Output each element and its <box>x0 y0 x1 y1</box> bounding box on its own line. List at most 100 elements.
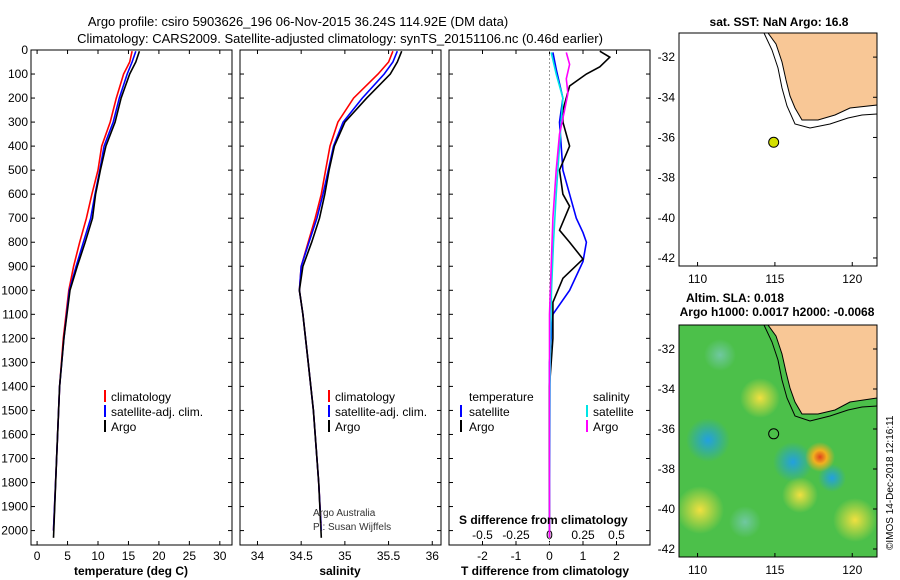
sst-lat-label: -32 <box>658 50 676 64</box>
s-tick-label: 0.5 <box>608 528 625 542</box>
salinity-chart: 34 34.5 35 35.5 36 <box>240 49 441 563</box>
sst-map-title: sat. SST: NaN Argo: 16.8 <box>710 15 849 29</box>
sla-map-axes: -32 -34 -36 -38 -40 -42 110 115 120 <box>658 342 877 577</box>
sst-lat-label: -34 <box>658 90 676 104</box>
x-tick-label: 10 <box>91 549 105 563</box>
y-tick-label: 1300 <box>1 355 28 369</box>
legend-label-climatology: climatology <box>111 390 171 404</box>
sla-map <box>679 325 877 557</box>
sst-map <box>678 32 878 267</box>
series-line-s-argo <box>548 52 571 538</box>
figure-title-line1: Argo profile: csiro 5903626_196 06-Nov-2… <box>88 14 508 29</box>
x-tick-label: 30 <box>213 549 227 563</box>
sla-anomaly-mid <box>833 498 877 542</box>
sla-anomaly-low <box>729 506 761 538</box>
sla-lon-label: 115 <box>765 563 784 577</box>
sla-map-title-line2: Argo h1000: 0.0017 h2000: -0.0068 <box>680 305 875 319</box>
y-tick-label: 400 <box>8 139 28 153</box>
s-tick-label: 0.25 <box>571 528 595 542</box>
y-tick-label: 1000 <box>1 283 28 297</box>
series-line-climatology <box>298 50 394 531</box>
sla-map-land <box>767 325 877 415</box>
y-tick-label: 1100 <box>2 307 28 321</box>
sst-float-marker <box>768 136 780 148</box>
x-tick-label: 25 <box>183 549 197 563</box>
sla-map-frame <box>678 324 878 558</box>
sst-lat-label: -40 <box>658 211 676 225</box>
x-tick-label: 15 <box>122 549 136 563</box>
y-tick-label: 900 <box>8 259 28 273</box>
legend-label-t-argo: Argo <box>469 420 495 434</box>
x-tick-label: 0 <box>34 549 41 563</box>
sst-lon-label: 110 <box>688 272 707 286</box>
series-line-argo <box>52 50 141 538</box>
legend-swatch-t-satellite <box>460 405 462 417</box>
x-tick-label: 35 <box>338 549 352 563</box>
difference-legend: temperature satellite Argo salinity sate… <box>460 390 634 434</box>
sst-lat-label: -38 <box>658 171 676 185</box>
sla-lat-label: -40 <box>658 502 676 516</box>
legend-label-climatology: climatology <box>335 390 395 404</box>
legend-swatch-s-satellite <box>586 405 588 417</box>
y-tick-label: 600 <box>8 187 28 201</box>
sst-lon-label: 120 <box>842 272 862 286</box>
sst-map-shelf-contour <box>763 32 878 129</box>
x-tick-label: 20 <box>152 549 166 563</box>
temperature-chart: 0100200300400500600700800900100011001200… <box>1 43 232 563</box>
sla-lon-label: 120 <box>842 563 862 577</box>
sla-anomaly-low <box>686 418 730 462</box>
series-line-satellite-adj-clim- <box>298 50 399 531</box>
x-tick-label: 2 <box>613 549 620 563</box>
x-tick-label: 5 <box>64 549 71 563</box>
y-tick-label: 800 <box>8 235 28 249</box>
legend-label-argo: Argo <box>111 420 137 434</box>
sla-anomaly-mid <box>740 378 780 418</box>
series-line-s-satellite <box>548 52 564 531</box>
sla-anomaly-mid <box>782 477 818 513</box>
sla-lon-label: 110 <box>688 563 707 577</box>
y-tick-label: 1500 <box>1 403 28 417</box>
sst-lat-label: -36 <box>658 130 676 144</box>
x-tick-label: 36 <box>426 549 440 563</box>
legend-swatch-satellite <box>328 405 330 417</box>
sla-map-shelf-contour <box>763 325 877 422</box>
sst-map-axes: -32 -34 -36 -38 -40 -42 110 115 120 <box>658 50 877 286</box>
credit-argo-australia: Argo Australia <box>313 508 376 519</box>
sla-lat-label: -36 <box>658 422 676 436</box>
y-tick-label: 500 <box>8 163 28 177</box>
x-tick-label: 0 <box>546 549 553 563</box>
salinity-axis-label: salinity <box>319 564 361 578</box>
y-tick-label: 1800 <box>1 476 28 490</box>
s-tick-label: -0.5 <box>472 528 493 542</box>
y-tick-label: 1200 <box>1 331 28 345</box>
credit-pi-name: PI: Susan Wijffels <box>313 522 391 533</box>
x-tick-label: 34 <box>251 549 265 563</box>
series-line-t-satellite <box>548 52 588 531</box>
y-tick-label: 200 <box>8 91 28 105</box>
legend-swatch-s-argo <box>586 420 588 432</box>
figure-title-line2: Climatology: CARS2009. Satellite-adjuste… <box>77 31 603 46</box>
legend-swatch-climatology <box>104 390 106 402</box>
s-tick-label: -0.25 <box>502 528 530 542</box>
sla-map-title-line1: Altim. SLA: 0.018 <box>686 291 784 305</box>
y-tick-label: 0 <box>21 43 28 57</box>
series-line-t-argo <box>548 50 612 538</box>
legend-label-t-satellite: satellite <box>469 405 510 419</box>
x-tick-label: 1 <box>580 549 587 563</box>
y-tick-label: 1400 <box>1 379 28 393</box>
sst-lat-label: -42 <box>658 251 676 265</box>
t-difference-axis-label: T difference from climatology <box>461 564 629 578</box>
x-tick-label: 35.5 <box>377 549 401 563</box>
legend-swatch-argo <box>104 420 106 432</box>
y-tick-label: 300 <box>8 115 28 129</box>
sla-lat-label: -42 <box>658 542 676 556</box>
sla-anomaly-low <box>704 339 736 371</box>
legend-label-satellite: satellite-adj. clim. <box>335 405 427 419</box>
sla-anomaly-low <box>773 442 813 482</box>
legend-label-s-satellite: satellite <box>593 405 634 419</box>
y-tick-label: 2000 <box>1 524 28 538</box>
temperature-axis-label: temperature (deg C) <box>74 564 188 578</box>
sla-anomaly-high <box>805 442 835 472</box>
legend-title-salinity: salinity <box>593 390 630 404</box>
